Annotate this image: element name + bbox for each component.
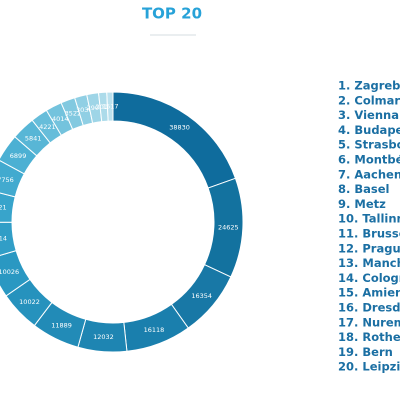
donut-slice [112, 91, 237, 189]
slice-label: 5841 [25, 135, 42, 143]
legend-entry: 19. Bern [338, 345, 393, 359]
slice-label: 3522 [65, 110, 82, 118]
slice-label: 16354 [191, 292, 212, 300]
legend-entry: 2. Colmar [338, 93, 400, 107]
legend-entry: 14. Cologne [338, 271, 400, 285]
donut-slice [106, 91, 114, 122]
slice-label: 8021 [0, 204, 7, 212]
slice-label: 11889 [51, 321, 72, 329]
legend-entry: 10. Tallinn [338, 212, 400, 226]
slice-label: 1517 [102, 103, 119, 111]
legend-entry: 5. Strasbourg [338, 138, 400, 152]
slice-label: 12032 [93, 333, 114, 341]
legend-entry: 13. Manchester [338, 256, 400, 270]
legend-entry: 6. Montbéliard [338, 153, 400, 167]
legend-entry: 1. Zagreb [338, 79, 400, 93]
slice-label: 4014 [52, 115, 69, 123]
chart-title: TOP 20 [142, 5, 202, 23]
slice-label: 10026 [0, 268, 19, 276]
legend-entry: 9. Metz [338, 197, 386, 211]
legend-entry: 18. Rothenburg [338, 330, 400, 344]
legend-entry: 4. Budapest [338, 123, 400, 137]
legend-entry: 11. Brussels [338, 227, 400, 241]
legend-entry: 3. Vienna [338, 108, 399, 122]
legend-entry: 17. Nuremberg [338, 315, 400, 329]
legend-entry: 20. Leipzig [338, 360, 400, 374]
legend-entry: 12. Prague [338, 241, 400, 255]
slice-label: 2900 [87, 104, 104, 112]
slice-label: 10022 [19, 298, 40, 306]
legend-entry: 16. Dresden [338, 301, 400, 315]
slice-label: 4221 [39, 123, 56, 131]
legend-entry: 8. Basel [338, 182, 390, 196]
slice-label: 9014 [0, 235, 7, 243]
legend-entry: 15. Amiens [338, 286, 400, 300]
slice-label: 6899 [10, 152, 27, 160]
slice-label: 24625 [218, 223, 239, 231]
slice-label: 16118 [144, 326, 165, 334]
slice-label: 3030 [76, 106, 93, 114]
legend-entry: 7. Aachen [338, 167, 400, 181]
slice-label: 7756 [0, 176, 14, 184]
slice-label: 2010 [96, 103, 113, 111]
slice-label: 38830 [169, 124, 190, 132]
